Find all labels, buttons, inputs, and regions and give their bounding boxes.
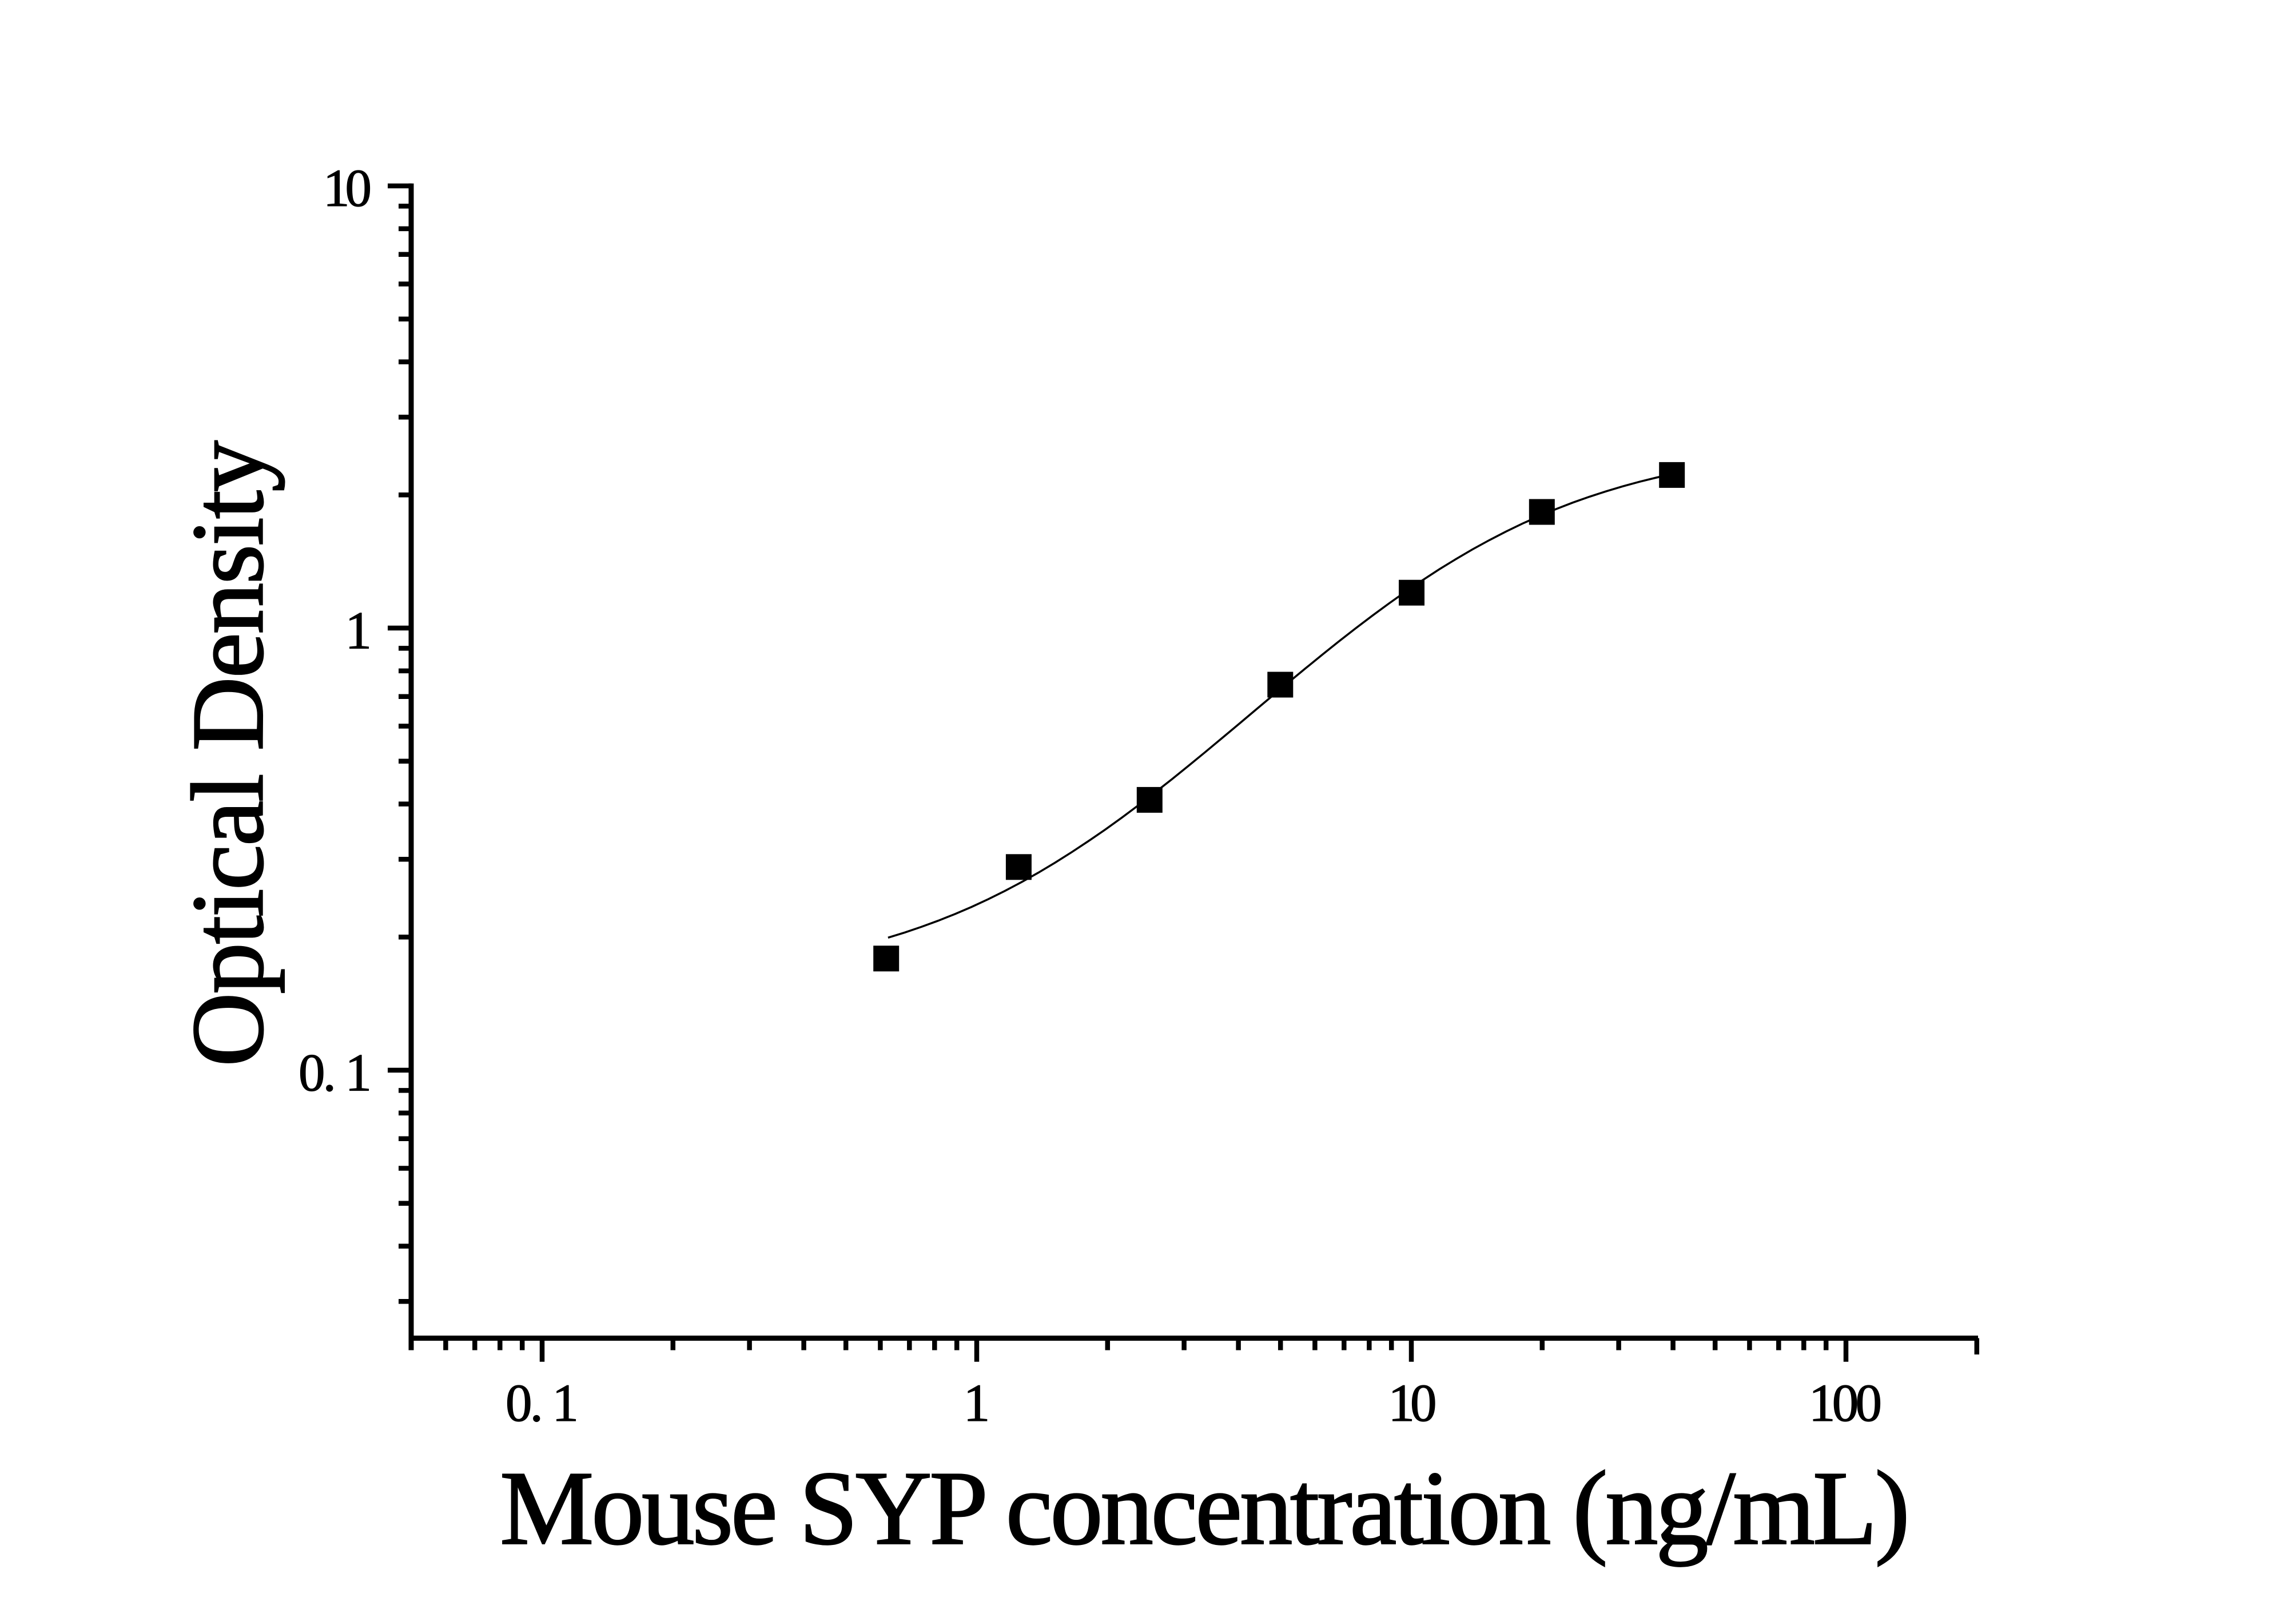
svg-text:10: 10	[1388, 1374, 1437, 1433]
svg-text:0. 1: 0. 1	[299, 1044, 372, 1103]
svg-text:0. 1: 0. 1	[506, 1374, 579, 1433]
svg-text:10: 10	[323, 159, 372, 218]
svg-text:Optical Density: Optical Density	[171, 440, 285, 1067]
svg-text:1: 1	[964, 1374, 990, 1433]
svg-text:1: 1	[345, 602, 372, 661]
svg-text:Mouse SYP concentration (ng/mL: Mouse SYP concentration (ng/mL)	[500, 1450, 1910, 1567]
svg-text:100: 100	[1809, 1374, 1882, 1433]
